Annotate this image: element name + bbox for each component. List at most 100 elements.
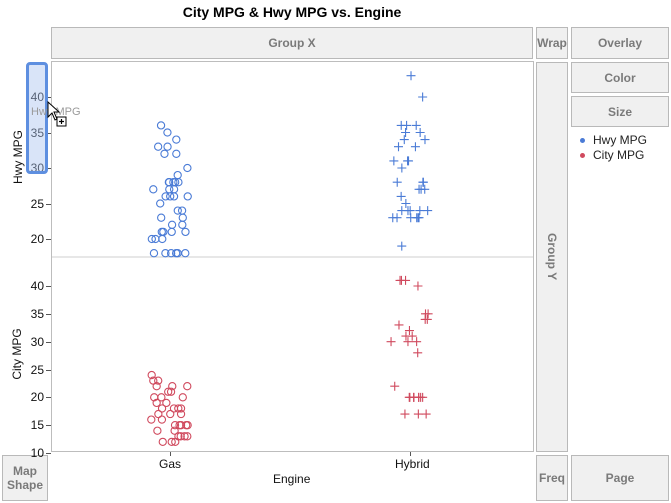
hwy-gas-point[interactable]: [158, 234, 167, 244]
hwy-hybrid-point[interactable]: [415, 206, 425, 216]
hwy-hybrid-point[interactable]: [410, 142, 420, 152]
hwy-hybrid-point[interactable]: [388, 213, 398, 223]
city-hybrid-point[interactable]: [394, 320, 404, 330]
hwy-hybrid-point[interactable]: [418, 92, 428, 102]
hwy-gas-point[interactable]: [149, 249, 159, 258]
wrap-zone[interactable]: Wrap: [536, 27, 568, 59]
overlay-zone[interactable]: Overlay: [571, 27, 669, 59]
city-hybrid-point[interactable]: [407, 331, 417, 341]
city-hybrid-point[interactable]: [423, 309, 433, 319]
hwy-gas-point[interactable]: [163, 142, 172, 151]
hwy-gas-point[interactable]: [166, 192, 175, 201]
hwy-gas-point[interactable]: [172, 135, 181, 144]
hwy-hybrid-point[interactable]: [418, 177, 428, 187]
hwy-hybrid-point[interactable]: [392, 177, 402, 187]
hwy-hybrid-point[interactable]: [420, 135, 430, 145]
legend-item-city[interactable]: City MPG: [580, 148, 644, 162]
hwy-gas-point[interactable]: [166, 249, 176, 258]
hwy-hybrid-point[interactable]: [406, 71, 416, 81]
city-hybrid-point[interactable]: [401, 275, 411, 285]
city-gas-point[interactable]: [166, 409, 175, 419]
city-gas-point[interactable]: [176, 421, 186, 430]
hwy-gas-point[interactable]: [157, 213, 166, 222]
city-gas-point[interactable]: [147, 415, 156, 424]
hwy-gas-point[interactable]: [167, 227, 176, 237]
hwy-gas-point[interactable]: [156, 121, 166, 130]
city-hybrid-point[interactable]: [420, 314, 430, 324]
hwy-hybrid-point[interactable]: [406, 213, 416, 223]
city-gas-point[interactable]: [152, 398, 161, 408]
city-gas-point[interactable]: [157, 393, 166, 402]
hwy-gas-point[interactable]: [161, 192, 170, 201]
hwy-gas-point[interactable]: [178, 213, 187, 222]
city-gas-point[interactable]: [176, 432, 185, 441]
hwy-hybrid-point[interactable]: [403, 156, 413, 166]
hwy-hybrid-point[interactable]: [397, 163, 407, 173]
group-y-zone[interactable]: Group Y: [536, 62, 568, 452]
hwy-hybrid-point[interactable]: [397, 206, 407, 216]
city-gas-point[interactable]: [158, 437, 167, 447]
city-gas-point[interactable]: [157, 415, 167, 424]
hwy-gas-point[interactable]: [161, 249, 170, 258]
hwy-gas-point[interactable]: [167, 220, 177, 229]
city-gas-point[interactable]: [170, 421, 180, 430]
hwy-gas-point[interactable]: [149, 185, 158, 194]
city-gas-point[interactable]: [168, 382, 177, 391]
hwy-hybrid-point[interactable]: [399, 135, 409, 145]
city-gas-point[interactable]: [167, 437, 176, 447]
hwy-gas-point[interactable]: [174, 178, 183, 187]
city-hybrid-point[interactable]: [413, 409, 423, 419]
x-axis-label[interactable]: Engine: [273, 472, 311, 486]
hwy-hybrid-point[interactable]: [414, 213, 424, 223]
hwy-gas-point[interactable]: [178, 220, 187, 229]
city-gas-point[interactable]: [183, 421, 192, 430]
map-shape-zone[interactable]: Map Shape: [2, 455, 48, 501]
hwy-gas-point[interactable]: [147, 234, 156, 244]
hwy-hybrid-point[interactable]: [414, 184, 424, 194]
city-gas-point[interactable]: [180, 432, 189, 441]
city-gas-point[interactable]: [153, 426, 162, 435]
hwy-hybrid-point[interactable]: [402, 120, 412, 130]
legend-item-hwy[interactable]: Hwy MPG: [580, 133, 647, 147]
hwy-hybrid-point[interactable]: [423, 206, 433, 216]
city-gas-point[interactable]: [147, 370, 156, 380]
y-axis-label-hwy[interactable]: Hwy MPG: [11, 130, 25, 184]
city-gas-point[interactable]: [178, 393, 187, 402]
city-gas-point[interactable]: [166, 387, 176, 396]
city-gas-point[interactable]: [170, 426, 179, 435]
hwy-gas-point[interactable]: [173, 206, 182, 215]
city-hybrid-point[interactable]: [403, 337, 413, 347]
city-hybrid-point[interactable]: [412, 337, 422, 347]
hwy-hybrid-point[interactable]: [411, 120, 421, 130]
city-hybrid-point[interactable]: [400, 409, 410, 419]
city-gas-point[interactable]: [157, 404, 167, 413]
city-gas-point[interactable]: [164, 387, 173, 396]
city-gas-point[interactable]: [154, 376, 163, 385]
hwy-gas-point[interactable]: [169, 192, 179, 201]
plot-panel[interactable]: [51, 61, 534, 452]
hwy-hybrid-point[interactable]: [415, 128, 425, 137]
hwy-gas-point[interactable]: [165, 185, 174, 194]
city-gas-point[interactable]: [152, 382, 161, 391]
size-zone[interactable]: Size: [571, 96, 669, 127]
hwy-gas-point[interactable]: [154, 142, 163, 151]
city-gas-point[interactable]: [176, 409, 186, 419]
city-hybrid-point[interactable]: [386, 337, 396, 347]
city-gas-point[interactable]: [162, 398, 171, 408]
hwy-gas-point[interactable]: [183, 192, 192, 201]
color-zone[interactable]: Color: [571, 62, 669, 93]
page-zone[interactable]: Page: [571, 455, 669, 501]
hwy-hybrid-point[interactable]: [389, 156, 399, 166]
group-x-zone[interactable]: Group X: [51, 27, 533, 59]
city-hybrid-point[interactable]: [404, 326, 414, 336]
scatter-plot[interactable]: [52, 62, 533, 451]
city-hybrid-point[interactable]: [413, 348, 423, 358]
city-gas-point[interactable]: [171, 437, 180, 447]
y-axis-label-city[interactable]: City MPG: [10, 328, 24, 380]
city-gas-point[interactable]: [183, 382, 192, 391]
hwy-gas-point[interactable]: [160, 149, 169, 158]
hwy-hybrid-point[interactable]: [396, 191, 406, 201]
city-hybrid-point[interactable]: [413, 281, 423, 291]
hwy-hybrid-point[interactable]: [401, 128, 411, 137]
hwy-hybrid-point[interactable]: [397, 241, 407, 251]
